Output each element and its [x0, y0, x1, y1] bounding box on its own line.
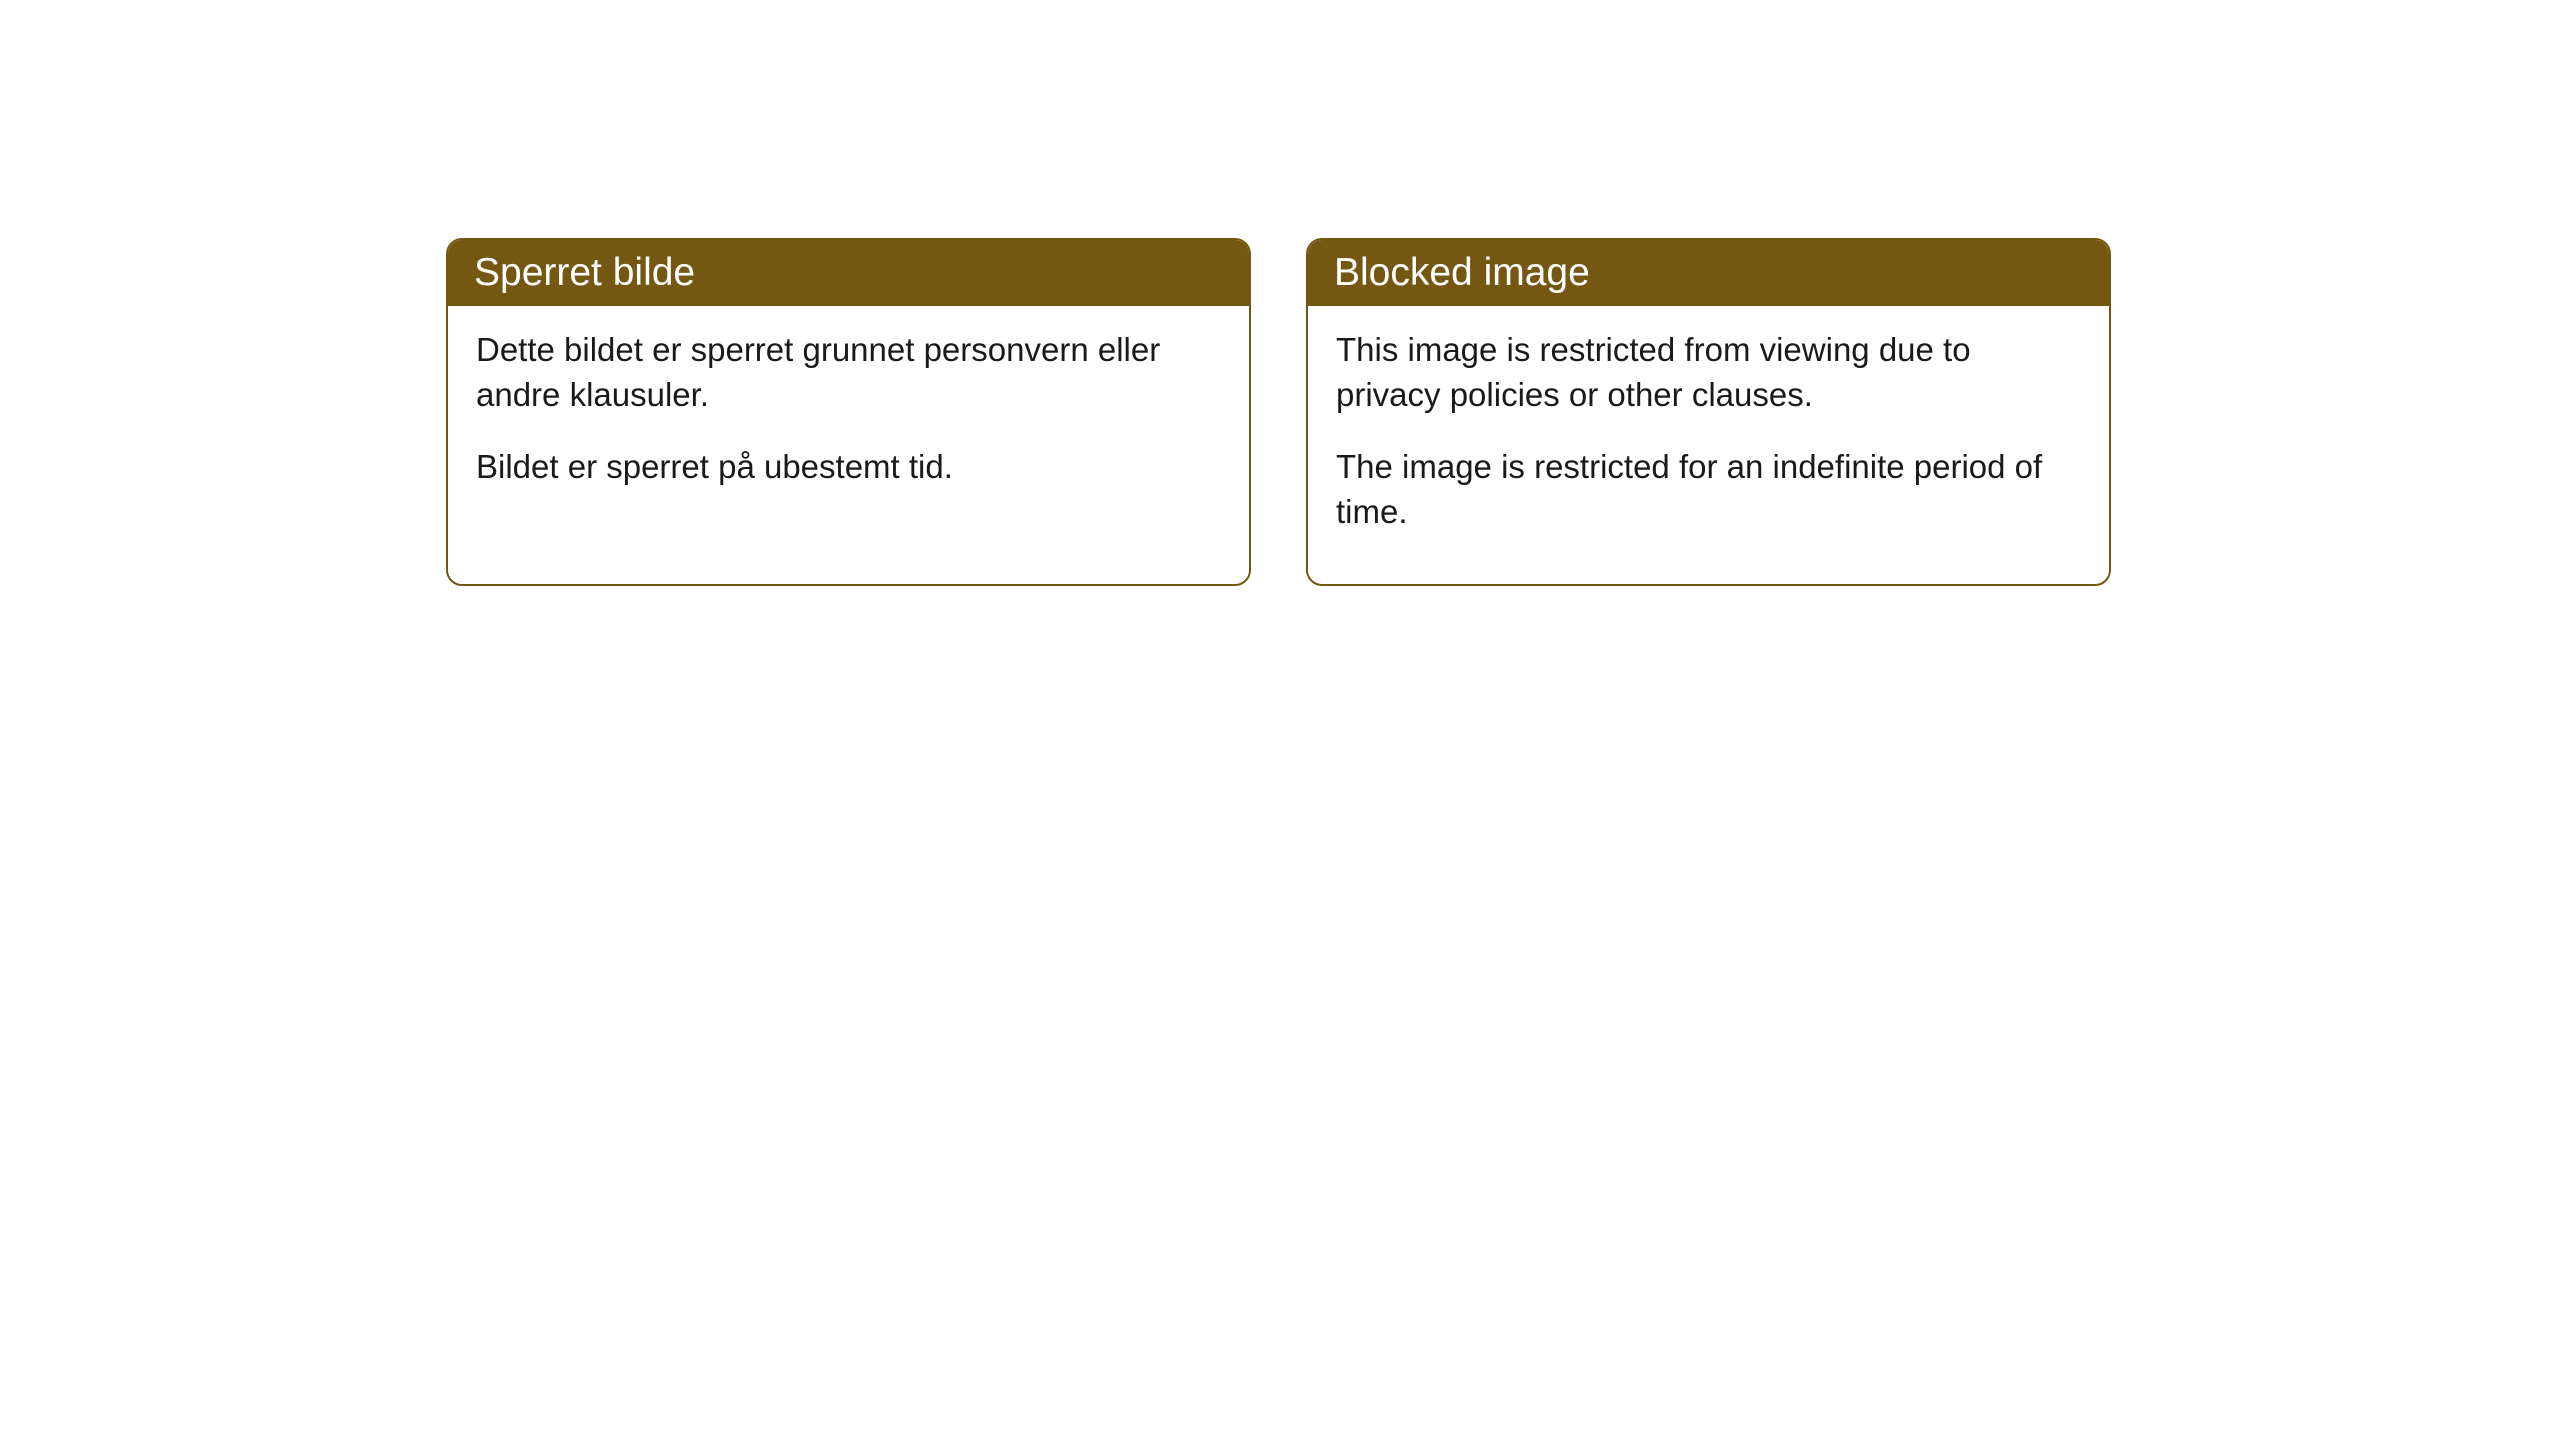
blocked-image-card-en: Blocked image This image is restricted f…: [1306, 238, 2111, 586]
card-paragraph-no-1: Dette bildet er sperret grunnet personve…: [476, 328, 1221, 417]
card-paragraph-en-2: The image is restricted for an indefinit…: [1336, 445, 2081, 534]
card-header-no: Sperret bilde: [448, 240, 1249, 306]
card-body-no: Dette bildet er sperret grunnet personve…: [448, 306, 1249, 540]
blocked-image-card-no: Sperret bilde Dette bildet er sperret gr…: [446, 238, 1251, 586]
card-paragraph-en-1: This image is restricted from viewing du…: [1336, 328, 2081, 417]
card-header-en: Blocked image: [1308, 240, 2109, 306]
card-body-en: This image is restricted from viewing du…: [1308, 306, 2109, 584]
card-paragraph-no-2: Bildet er sperret på ubestemt tid.: [476, 445, 1221, 490]
cards-container: Sperret bilde Dette bildet er sperret gr…: [446, 238, 2111, 586]
